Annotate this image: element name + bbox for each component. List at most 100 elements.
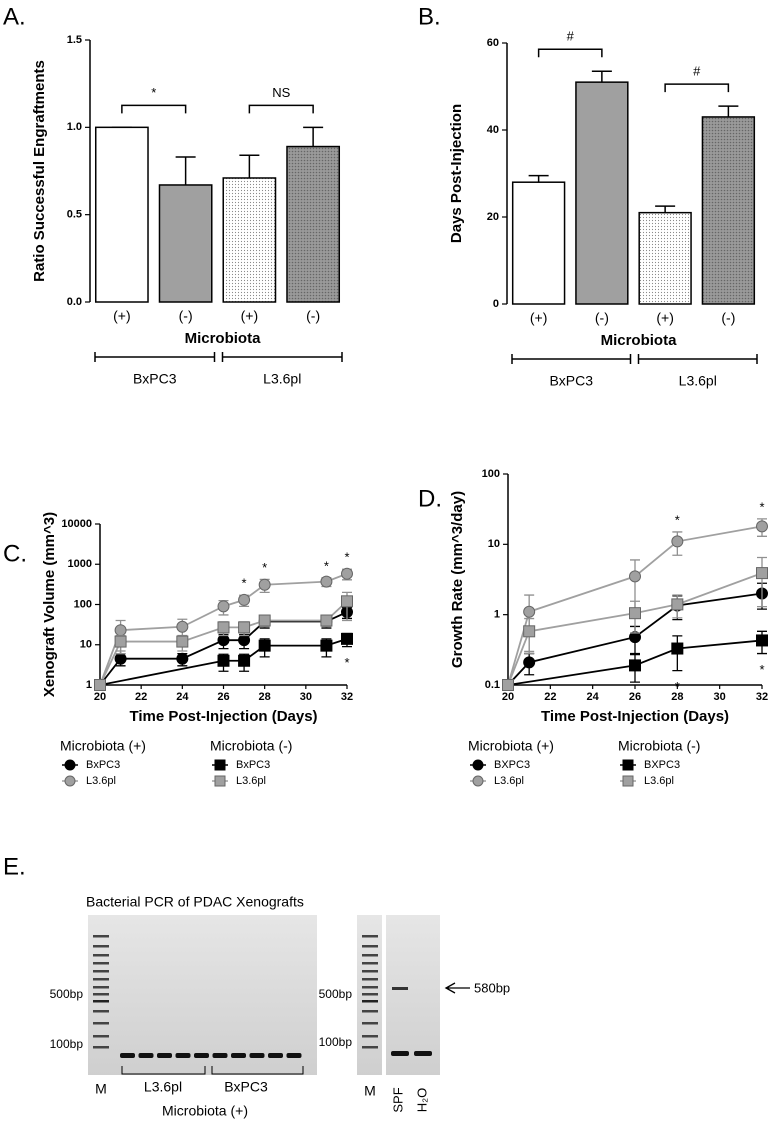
marker: [629, 607, 641, 620]
ladder-band: [93, 945, 109, 948]
ladder-label: 500bp: [319, 987, 353, 1001]
panel-letter: A.: [3, 3, 26, 30]
x-tick-label: 24: [587, 691, 600, 703]
panel-letter: E.: [3, 853, 26, 880]
lane-label: SPF: [390, 1087, 405, 1112]
gel-caption: Microbiota (+): [162, 1103, 248, 1119]
group-label: L3.6pl: [263, 371, 301, 387]
y-axis-label: Days Post-Injection: [448, 104, 465, 243]
marker: [756, 567, 768, 580]
y-tick-label: 0.5: [67, 209, 82, 221]
significance-label: *: [242, 576, 247, 591]
marker: [523, 656, 536, 669]
ladder-band: [93, 986, 109, 989]
marker: [176, 635, 189, 648]
x-tick-label: 26: [629, 691, 641, 703]
x-tick-label: (+): [656, 310, 674, 326]
legend-label: L3.6pl: [86, 775, 116, 787]
y-tick-label: 0: [493, 298, 499, 310]
significance-label: *: [262, 560, 267, 575]
marker: [217, 654, 230, 667]
sample-band: [120, 1053, 135, 1058]
y-tick-label: 1.5: [67, 34, 82, 46]
group-label: BxPC3: [549, 373, 593, 389]
x-tick-label: (+): [241, 308, 259, 324]
ladder-band: [362, 1046, 378, 1049]
bar: [701, 116, 756, 305]
gel-title: Bacterial PCR of PDAC Xenografts: [86, 894, 304, 910]
arrow: [444, 982, 470, 994]
ladder-band: [93, 1010, 109, 1013]
marker: [341, 595, 353, 608]
marker: [629, 570, 641, 583]
y-tick-label: 0.0: [67, 296, 82, 308]
gel-bands: [93, 935, 432, 1058]
y-tick-label: 20: [487, 211, 499, 223]
significance-label: *: [344, 655, 349, 670]
series-line: [507, 639, 763, 686]
gel-image: [88, 915, 317, 1075]
error-bar: [757, 556, 767, 608]
marker: [217, 621, 230, 634]
marker: [341, 632, 353, 645]
marker: [523, 605, 536, 618]
marker: [320, 614, 333, 627]
legend-marker: [64, 775, 76, 787]
marker: [756, 634, 768, 647]
x-tick-label: 24: [176, 691, 189, 703]
y-tick-label: 10000: [61, 518, 92, 530]
x-tick-label: 26: [217, 691, 229, 703]
significance-bracket: [248, 104, 314, 114]
group-bracket: [637, 354, 758, 364]
legend-label: BXPC3: [644, 759, 680, 771]
x-axis-label: Time Post-Injection (Days): [541, 708, 729, 725]
x-tick-label: (-): [306, 308, 320, 324]
panel-letter: D.: [418, 485, 442, 512]
y-tick-label: 10: [488, 538, 500, 550]
marker: [176, 620, 189, 633]
y-axis-label: Ratio Successful Engraftments: [31, 60, 48, 282]
significance-label: *: [324, 558, 329, 573]
marker: [114, 624, 127, 637]
significance-label: *: [759, 662, 764, 677]
legend-title: Microbiota (-): [210, 738, 292, 754]
ladder-band: [93, 962, 109, 965]
group-label: L3.6pl: [679, 373, 717, 389]
marker: [217, 634, 230, 647]
marker: [94, 679, 106, 691]
sample-band: [175, 1053, 191, 1058]
legend-marker: [214, 775, 226, 787]
marker: [238, 593, 251, 606]
group-bracket: [511, 354, 632, 364]
ladder-band: [362, 1000, 378, 1003]
legend-label: BXPC3: [494, 759, 530, 771]
marker: [671, 642, 684, 655]
marker: [258, 614, 271, 627]
x-tick-label: 32: [341, 691, 353, 703]
marker: [502, 679, 514, 691]
sample-band: [286, 1053, 302, 1058]
bar: [94, 126, 149, 303]
marker: [238, 634, 251, 647]
significance-bracket: [664, 83, 730, 93]
x-tick-label: 28: [259, 691, 271, 703]
y-axis-label: Xenograft Volume (mm^3): [41, 512, 58, 697]
y-tick-label: 1.0: [67, 121, 82, 133]
ladder-band: [93, 993, 109, 996]
significance-label: #: [567, 29, 575, 44]
ladder-band: [362, 1022, 378, 1025]
arrow-label: 580bp: [474, 980, 510, 995]
bar: [575, 81, 629, 305]
legend-label: L3.6pl: [494, 775, 524, 787]
sample-band: [157, 1053, 172, 1058]
marker: [258, 578, 271, 591]
x-tick-label: 20: [94, 691, 106, 703]
marker: [320, 639, 333, 652]
ladder-label: 100bp: [50, 1037, 84, 1051]
group-bracket: [121, 1066, 304, 1075]
x-tick-label: 22: [544, 691, 556, 703]
ladder-band: [93, 1000, 109, 1003]
marker: [629, 659, 641, 672]
x-tick-label: 22: [135, 691, 147, 703]
legend-label: L3.6pl: [644, 775, 674, 787]
